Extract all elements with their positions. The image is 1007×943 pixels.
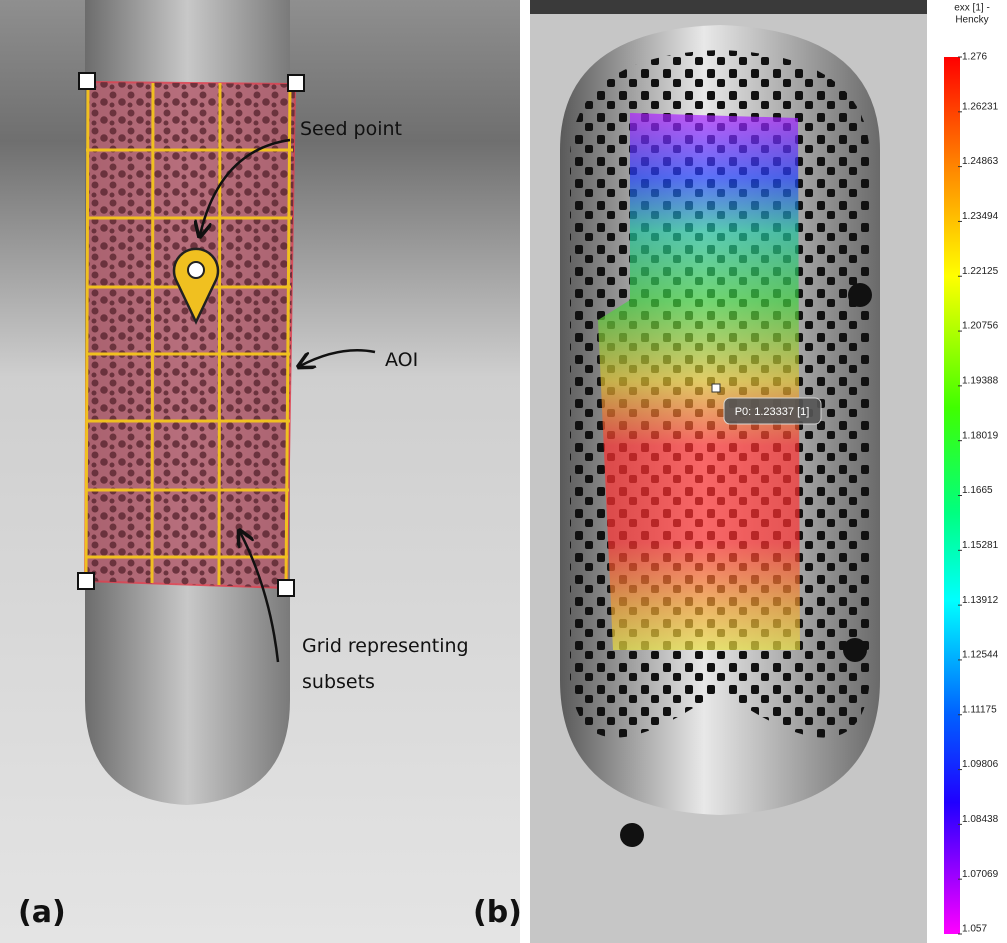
annotation: subsets (302, 671, 375, 693)
panel-b: P0: 1.23337 [1] (b) (473, 0, 927, 943)
colorbar-tick-label: 1.12544 (962, 650, 999, 661)
hole (843, 638, 867, 662)
annotation: Seed point (300, 118, 402, 140)
photo-edge (530, 0, 927, 14)
colorbar-tick-label: 1.15281 (962, 540, 999, 551)
colorbar-tick-label: 1.276 (962, 52, 987, 63)
annotation: AOI (385, 349, 418, 371)
annotation: Grid representing (302, 635, 469, 657)
colorbar-tick-label: 1.24863 (962, 156, 999, 167)
panel-a: Seed point AOI Grid representing subsets… (0, 0, 520, 943)
colorbar-tick-label: 1.1665 (962, 485, 993, 496)
hole (620, 823, 644, 847)
colorbar-tick-label: 1.19388 (962, 375, 999, 386)
colorbar-tick-label: 1.07069 (962, 869, 999, 880)
colorbar-tick-label: 1.11175 (962, 704, 997, 715)
hole (848, 283, 872, 307)
colorbar-tick-label: 1.057 (962, 924, 987, 935)
speckle (85, 82, 295, 588)
colorbar-gradient (944, 57, 960, 934)
colorbar-tick-label: 1.20756 (962, 321, 999, 332)
colorbar-tick-label: 1.26231 (962, 101, 999, 112)
figure: Seed point AOI Grid representing subsets… (0, 0, 1007, 943)
panel-label: (a) (18, 895, 66, 930)
colorbar-tick-label: 1.13912 (962, 595, 999, 606)
probe-label: P0: 1.23337 [1] (735, 406, 810, 418)
colorbar-title: exx [1] - (954, 3, 990, 14)
colorbar-tick-label: 1.08438 (962, 814, 999, 825)
panel-label: (b) (473, 895, 522, 930)
colorbar-tick-label: 1.18019 (962, 430, 999, 441)
colorbar-tick-label: 1.22125 (962, 266, 999, 277)
colorbar-title: Hencky (955, 15, 988, 26)
colorbar-tick-label: 1.23494 (962, 211, 999, 222)
probe-point (712, 384, 720, 392)
colorbar: exx [1] - Hencky 1.276 1.26231 1.24863 1.23… (944, 3, 999, 935)
colorbar-tick-label: 1.09806 (962, 759, 999, 770)
